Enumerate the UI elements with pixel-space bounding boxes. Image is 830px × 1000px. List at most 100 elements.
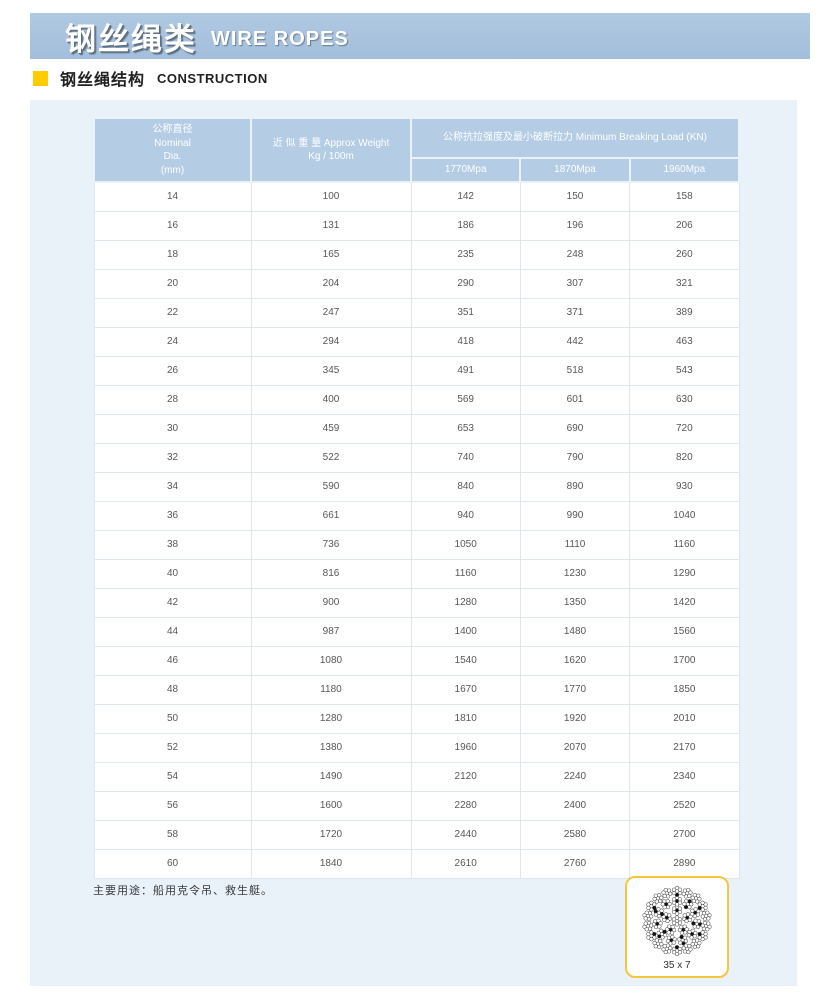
diameter-cell: 48 xyxy=(93,674,252,705)
value-cell: 690 xyxy=(519,413,631,444)
value-cell: 930 xyxy=(629,471,740,502)
value-cell: 142 xyxy=(410,181,521,212)
diameter-cell: 44 xyxy=(93,616,252,647)
value-cell: 442 xyxy=(519,326,631,357)
rope-diagram: 35 x 7 xyxy=(625,876,729,978)
diameter-cell: 40 xyxy=(93,558,252,589)
diameter-cell: 46 xyxy=(93,645,252,676)
value-cell: 2170 xyxy=(629,732,740,763)
header-grade-1770: 1770Mpa xyxy=(409,157,522,183)
value-cell: 2580 xyxy=(519,819,631,850)
diameter-cell: 32 xyxy=(93,442,252,473)
value-cell: 590 xyxy=(250,471,412,502)
value-cell: 1920 xyxy=(519,703,631,734)
value-cell: 165 xyxy=(250,239,412,270)
value-cell: 2340 xyxy=(629,761,740,792)
value-cell: 900 xyxy=(250,587,412,618)
value-cell: 816 xyxy=(250,558,412,589)
value-cell: 1490 xyxy=(250,761,412,792)
value-cell: 247 xyxy=(250,297,412,328)
value-cell: 1040 xyxy=(629,500,740,531)
diameter-cell: 20 xyxy=(93,268,252,299)
table-row: 36 661 940 990 1040 xyxy=(93,500,740,531)
section-title-zh: 钢丝绳结构 xyxy=(60,72,146,89)
value-cell: 740 xyxy=(410,442,521,473)
value-cell: 1770 xyxy=(519,674,631,705)
diameter-cell: 18 xyxy=(93,239,252,270)
diameter-cell: 58 xyxy=(93,819,252,850)
diameter-cell: 28 xyxy=(93,384,252,415)
usage-note: 主要用途：船用克令吊、救生艇。 xyxy=(93,885,273,897)
value-cell: 2520 xyxy=(629,790,740,821)
header-grade-1870: 1870Mpa xyxy=(519,157,631,183)
value-cell: 290 xyxy=(410,268,521,299)
wire-rope-spec-table: 公称直径 Nominal Dia. (mm) 近 似 重 量 Approx We… xyxy=(93,116,741,879)
table-row: 16 131 186 196 206 xyxy=(93,210,740,241)
table-row: 26 345 491 518 543 xyxy=(93,355,740,386)
value-cell: 131 xyxy=(250,210,412,241)
header-weight-line2: Kg / 100m xyxy=(308,151,354,162)
table-row: 52 1380 1960 2070 2170 xyxy=(93,732,740,763)
value-cell: 100 xyxy=(250,181,412,212)
value-cell: 371 xyxy=(519,297,631,328)
table-row: 60 1840 2610 2760 2890 xyxy=(93,848,740,879)
value-cell: 2400 xyxy=(519,790,631,821)
value-cell: 2120 xyxy=(410,761,521,792)
table-row: 14 100 142 150 158 xyxy=(93,181,740,212)
value-cell: 1180 xyxy=(250,674,412,705)
value-cell: 204 xyxy=(250,268,412,299)
value-cell: 518 xyxy=(519,355,631,386)
value-cell: 2280 xyxy=(410,790,521,821)
value-cell: 235 xyxy=(410,239,521,270)
table-row: 56 1600 2280 2400 2520 xyxy=(93,790,740,821)
value-cell: 1620 xyxy=(519,645,631,676)
diameter-cell: 36 xyxy=(93,500,252,531)
value-cell: 543 xyxy=(629,355,740,386)
value-cell: 459 xyxy=(250,413,412,444)
table-row: 38 736 1050 1110 1160 xyxy=(93,529,740,560)
diameter-cell: 50 xyxy=(93,703,252,734)
value-cell: 1290 xyxy=(629,558,740,589)
value-cell: 351 xyxy=(410,297,521,328)
diameter-cell: 56 xyxy=(93,790,252,821)
value-cell: 389 xyxy=(629,297,740,328)
value-cell: 630 xyxy=(629,384,740,415)
table-row: 40 816 1160 1230 1290 xyxy=(93,558,740,589)
rope-cross-section-icon xyxy=(642,885,712,956)
value-cell: 400 xyxy=(250,384,412,415)
table-row: 18 165 235 248 260 xyxy=(93,239,740,270)
value-cell: 196 xyxy=(519,210,631,241)
header-dia-en1: Nominal xyxy=(154,137,191,149)
table-row: 24 294 418 442 463 xyxy=(93,326,740,357)
value-cell: 790 xyxy=(519,442,631,473)
value-cell: 491 xyxy=(410,355,521,386)
value-cell: 150 xyxy=(519,181,631,212)
value-cell: 2010 xyxy=(629,703,740,734)
value-cell: 206 xyxy=(629,210,740,241)
value-cell: 661 xyxy=(250,500,412,531)
table-row: 34 590 840 890 930 xyxy=(93,471,740,502)
table-row: 48 1180 1670 1770 1850 xyxy=(93,674,740,705)
value-cell: 186 xyxy=(410,210,521,241)
value-cell: 2440 xyxy=(410,819,521,850)
header-breaking-load: 公称抗拉强度及最小破断拉力 Minimum Breaking Load (KN) xyxy=(409,116,741,160)
value-cell: 1480 xyxy=(519,616,631,647)
diameter-cell: 52 xyxy=(93,732,252,763)
table-row: 28 400 569 601 630 xyxy=(93,384,740,415)
diameter-cell: 24 xyxy=(93,326,252,357)
value-cell: 1600 xyxy=(250,790,412,821)
header-dia-en2: Dia. xyxy=(163,151,182,162)
value-cell: 1400 xyxy=(410,616,521,647)
table-row: 54 1490 2120 2240 2340 xyxy=(93,761,740,792)
value-cell: 1280 xyxy=(410,587,521,618)
value-cell: 463 xyxy=(629,326,740,357)
value-cell: 158 xyxy=(629,181,740,212)
value-cell: 1280 xyxy=(250,703,412,734)
header-weight-line1: 近 似 重 量 Approx Weight xyxy=(272,137,390,149)
value-cell: 522 xyxy=(250,442,412,473)
value-cell: 2070 xyxy=(519,732,631,763)
value-cell: 1560 xyxy=(629,616,740,647)
value-cell: 2760 xyxy=(519,848,631,879)
table-row: 20 204 290 307 321 xyxy=(93,268,740,299)
value-cell: 294 xyxy=(250,326,412,357)
